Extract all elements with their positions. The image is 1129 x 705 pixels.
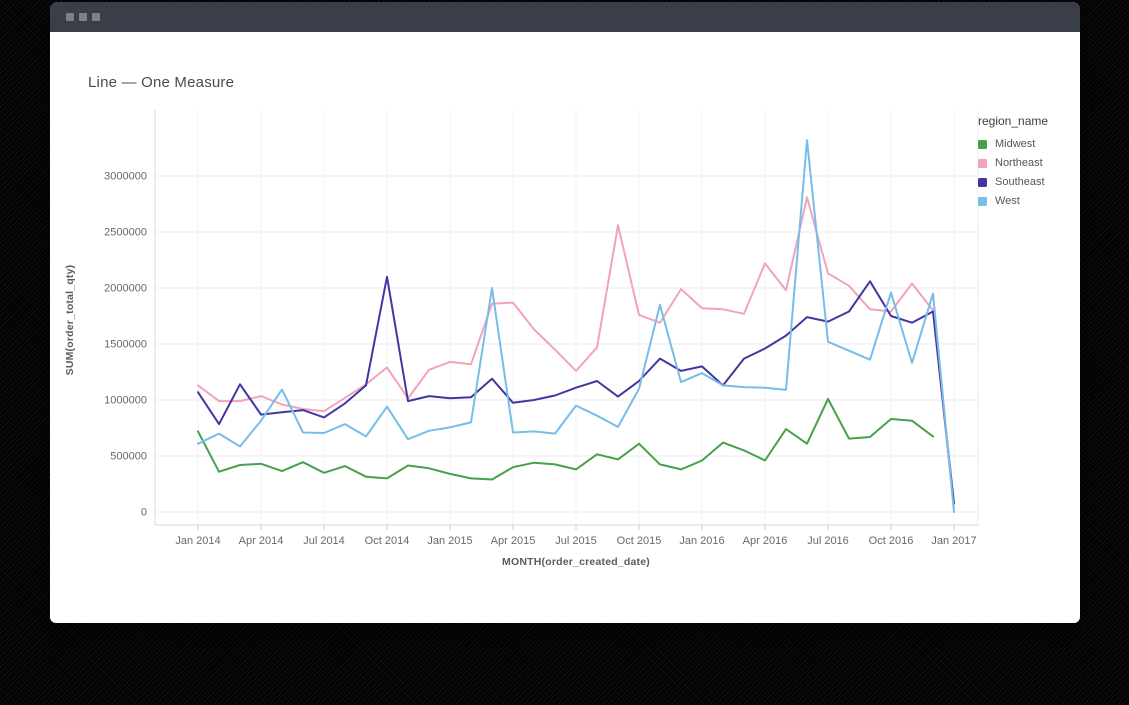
window-control-button[interactable] bbox=[66, 13, 74, 21]
window-controls bbox=[66, 13, 100, 21]
legend-label: Northeast bbox=[995, 157, 1043, 169]
window-titlebar bbox=[50, 2, 1080, 32]
legend-items: Midwest Northeast Southeast West bbox=[978, 139, 1078, 207]
x-tick-label: Jan 2015 bbox=[427, 535, 472, 547]
app-window: Line — One Measure 0 500000 1000000 1500000… bbox=[50, 2, 1080, 623]
series-line-midwest[interactable] bbox=[197, 397, 934, 481]
legend-item-west[interactable]: West bbox=[978, 196, 1078, 207]
legend-item-northeast[interactable]: Northeast bbox=[978, 158, 1078, 169]
legend-title: region_name bbox=[978, 114, 1049, 128]
legend-swatch-northeast bbox=[978, 159, 987, 168]
x-tick-label: Oct 2014 bbox=[365, 535, 410, 547]
x-tick-label: Oct 2016 bbox=[869, 535, 914, 547]
x-tick-label: Jan 2016 bbox=[679, 535, 724, 547]
legend-swatch-west bbox=[978, 197, 987, 206]
window-control-button[interactable] bbox=[79, 13, 87, 21]
y-tick-label: 2000000 bbox=[104, 283, 147, 295]
legend-item-midwest[interactable]: Midwest bbox=[978, 139, 1078, 150]
legend-item-southeast[interactable]: Southeast bbox=[978, 177, 1078, 188]
series-line-west[interactable] bbox=[197, 139, 955, 513]
chart-legend: region_name Midwest Northeast Southeast Wes… bbox=[978, 114, 1078, 215]
y-tick-label: 1000000 bbox=[104, 395, 147, 407]
x-tick-label: Jan 2017 bbox=[931, 535, 976, 547]
legend-swatch-midwest bbox=[978, 140, 987, 149]
x-tick-label: Apr 2015 bbox=[491, 535, 536, 547]
y-tick-label: 1500000 bbox=[104, 339, 147, 351]
chart-title: Line — One Measure bbox=[88, 74, 235, 91]
line-chart-canvas: 0 500000 1000000 1500000 2000000 2500000 30000… bbox=[104, 110, 979, 547]
legend-swatch-southeast bbox=[978, 178, 987, 187]
legend-label: West bbox=[995, 195, 1020, 207]
series-line-northeast[interactable] bbox=[197, 196, 955, 510]
series-line-southeast[interactable] bbox=[197, 275, 955, 505]
y-tick-label: 500000 bbox=[110, 451, 147, 463]
x-tick-label: Jul 2015 bbox=[555, 535, 597, 547]
x-tick-label: Jul 2016 bbox=[807, 535, 849, 547]
x-tick-label: Jan 2014 bbox=[175, 535, 220, 547]
y-tick-label: 3000000 bbox=[104, 171, 147, 183]
y-tick-label: 0 bbox=[141, 507, 147, 519]
legend-label: Southeast bbox=[995, 176, 1045, 188]
legend-label: Midwest bbox=[995, 138, 1036, 150]
x-axis-title: MONTH(order_created_date) bbox=[502, 556, 650, 568]
x-tick-label: Oct 2015 bbox=[617, 535, 662, 547]
window-control-button[interactable] bbox=[92, 13, 100, 21]
x-tick-label: Apr 2016 bbox=[743, 535, 788, 547]
x-tick-label: Jul 2014 bbox=[303, 535, 345, 547]
y-tick-label: 2500000 bbox=[104, 227, 147, 239]
y-axis-title: SUM(order_total_qty) bbox=[64, 264, 76, 376]
x-tick-label: Apr 2014 bbox=[239, 535, 284, 547]
